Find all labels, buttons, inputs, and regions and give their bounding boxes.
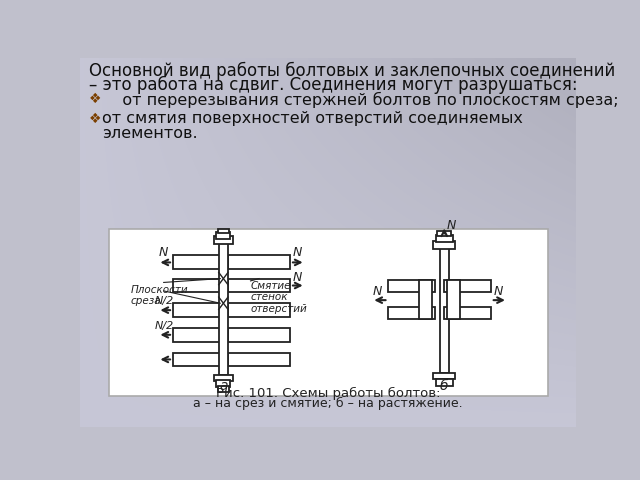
- Text: от смятия поверхностей отверстий соединяемых: от смятия поверхностей отверстий соединя…: [102, 111, 523, 127]
- Bar: [388, 280, 435, 292]
- Text: ❖: ❖: [90, 111, 102, 125]
- Bar: [218, 228, 229, 233]
- Bar: [228, 303, 290, 317]
- Bar: [219, 240, 228, 375]
- Bar: [447, 280, 460, 319]
- Text: элементов.: элементов.: [102, 126, 197, 141]
- Bar: [216, 380, 230, 387]
- Text: а: а: [219, 379, 228, 393]
- Bar: [436, 236, 452, 241]
- Bar: [173, 303, 223, 317]
- Bar: [214, 375, 233, 381]
- Text: N: N: [292, 246, 301, 259]
- Bar: [216, 232, 230, 239]
- Bar: [440, 246, 449, 373]
- Bar: [228, 352, 290, 366]
- Bar: [109, 228, 548, 396]
- Text: Смятие
стенок
отверстий: Смятие стенок отверстий: [250, 281, 307, 314]
- Bar: [218, 386, 229, 392]
- Text: Основной вид работы болтовых и заклепочных соединений: Основной вид работы болтовых и заклепочн…: [90, 61, 616, 80]
- Text: N/2: N/2: [154, 321, 173, 331]
- Text: ❖: ❖: [90, 92, 102, 106]
- Bar: [419, 280, 432, 319]
- Text: N/2: N/2: [154, 296, 173, 306]
- Bar: [173, 278, 223, 292]
- Bar: [173, 255, 223, 269]
- Bar: [433, 241, 455, 249]
- Text: N: N: [447, 218, 456, 231]
- Text: Рис. 101. Схемы работы болтов:: Рис. 101. Схемы работы болтов:: [216, 387, 440, 400]
- Bar: [444, 280, 491, 292]
- Bar: [444, 307, 491, 319]
- Bar: [433, 373, 455, 380]
- Bar: [173, 328, 223, 342]
- Bar: [388, 307, 435, 319]
- Text: – это работа на сдвиг. Соединения могут разрушаться:: – это работа на сдвиг. Соединения могут …: [90, 75, 578, 94]
- Bar: [228, 328, 290, 342]
- Text: б: б: [440, 379, 449, 393]
- Text: N: N: [159, 246, 168, 259]
- Text: N: N: [292, 271, 301, 284]
- Text: N: N: [373, 285, 382, 298]
- Text: а – на срез и смятие; б – на растяжение.: а – на срез и смятие; б – на растяжение.: [193, 397, 463, 410]
- Bar: [173, 352, 223, 366]
- Bar: [214, 236, 233, 244]
- Bar: [228, 278, 290, 292]
- Text: N: N: [494, 285, 503, 298]
- Text: Плоскости
среза: Плоскости среза: [131, 285, 188, 306]
- Text: от перерезывания стержней болтов по плоскостям среза;: от перерезывания стержней болтов по плос…: [107, 92, 619, 108]
- Bar: [436, 379, 452, 385]
- Bar: [437, 231, 451, 236]
- Bar: [228, 255, 290, 269]
